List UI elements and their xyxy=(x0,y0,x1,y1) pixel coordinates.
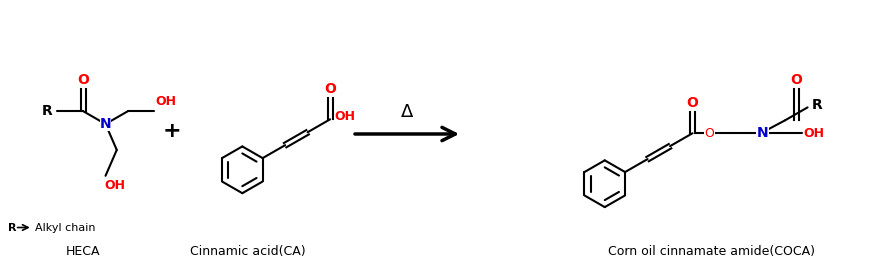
Text: R: R xyxy=(8,222,16,232)
Text: Cinnamic acid(CA): Cinnamic acid(CA) xyxy=(190,245,306,258)
Text: O: O xyxy=(686,96,697,110)
Text: HECA: HECA xyxy=(65,245,100,258)
Text: OH: OH xyxy=(333,110,355,123)
Text: +: + xyxy=(163,121,181,141)
Text: Alkyl chain: Alkyl chain xyxy=(35,222,95,232)
Text: OH: OH xyxy=(155,95,176,108)
Text: O: O xyxy=(324,82,335,96)
Text: Δ: Δ xyxy=(401,103,413,121)
Text: O: O xyxy=(704,127,713,140)
Text: R: R xyxy=(41,104,52,118)
Text: OH: OH xyxy=(105,179,125,192)
Text: N: N xyxy=(756,126,768,140)
Text: R: R xyxy=(811,98,822,113)
Text: OH: OH xyxy=(803,127,823,140)
Text: O: O xyxy=(789,73,801,87)
Text: Corn oil cinnamate amide(COCA): Corn oil cinnamate amide(COCA) xyxy=(607,245,814,258)
Text: N: N xyxy=(99,117,111,131)
Text: O: O xyxy=(77,73,89,87)
